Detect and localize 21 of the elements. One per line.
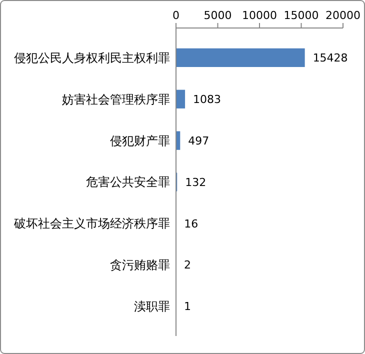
data-label: 1083 <box>193 92 222 106</box>
bar <box>176 48 305 68</box>
y-tick-label: 侵犯财产罪 <box>110 134 170 148</box>
y-tick-label: 侵犯公民人身权利民主权利罪 <box>14 50 170 65</box>
data-label: 497 <box>188 134 210 148</box>
x-tick-label: 0 <box>172 9 180 22</box>
data-label: 132 <box>185 176 206 189</box>
y-tick-label: 妨害社会管理秩序罪 <box>62 92 170 106</box>
y-tick-label: 贪污贿赂罪 <box>110 258 170 272</box>
data-label: 2 <box>184 258 192 272</box>
bar <box>176 90 186 108</box>
data-label: 15428 <box>312 52 348 65</box>
data-label: 16 <box>184 217 198 230</box>
x-tick-label: 10000 <box>242 9 277 22</box>
data-label: 1 <box>184 300 192 314</box>
x-tick-label: 5000 <box>204 9 232 22</box>
y-tick-label: 危害公共安全罪 <box>86 175 170 190</box>
x-tick-label: 15000 <box>284 9 319 22</box>
y-tick-label: 渎职罪 <box>134 300 170 314</box>
x-tick-label: 20000 <box>326 9 360 22</box>
y-tick-label: 破坏社会主义市场经济秩序罪 <box>13 216 170 231</box>
